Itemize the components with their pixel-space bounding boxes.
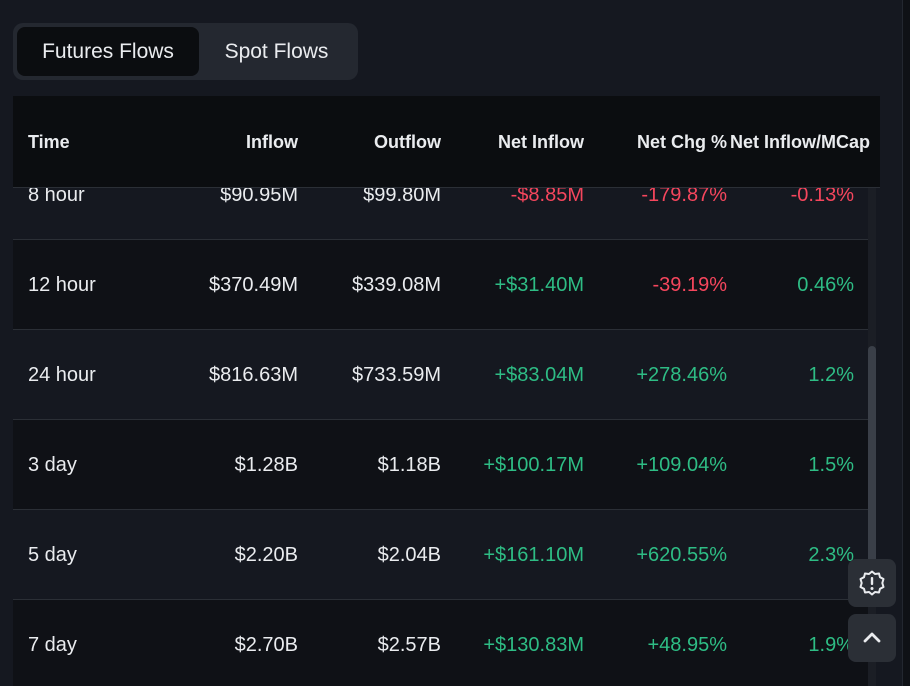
table-body: 8 hour $90.95M $99.80M -$8.85M -179.87% … [13,150,868,686]
cell-net-inflow: +$130.83M [483,634,584,656]
cell-inflow: $90.95M [220,184,298,206]
scrollbar-thumb[interactable] [868,346,876,576]
cell-time: 12 hour [28,274,96,296]
cell-net-inflow: -$8.85M [510,184,584,206]
table-row: 3 day $1.28B $1.18B +$100.17M +109.04% 1… [13,420,868,510]
cell-net-chg: +109.04% [636,454,727,476]
cell-net-inflow: +$161.10M [483,544,584,566]
alert-badge-icon [859,570,885,596]
cell-net-inflow: +$83.04M [494,364,584,386]
cell-net-inflow-mcap: 1.9% [808,634,854,656]
cell-time: 3 day [28,454,77,476]
cell-net-inflow-mcap: 1.5% [808,454,854,476]
cell-outflow: $99.80M [363,184,441,206]
header-net-inflow[interactable]: Net Inflow [498,132,584,152]
cell-net-chg: +278.46% [636,364,727,386]
cell-net-inflow-mcap: 0.46% [797,274,854,296]
cell-net-inflow: +$31.40M [494,274,584,296]
cell-net-inflow: +$100.17M [483,454,584,476]
feedback-button[interactable] [848,559,896,607]
header-inflow[interactable]: Inflow [246,132,298,152]
scroll-to-top-button[interactable] [848,614,896,662]
tab-spot-flows[interactable]: Spot Flows [224,39,329,63]
header-net-chg[interactable]: Net Chg % [637,132,727,152]
flow-type-tabs: Futures Flows Spot Flows [13,23,358,80]
table-row: 24 hour $816.63M $733.59M +$83.04M +278.… [13,330,868,420]
cell-time: 5 day [28,544,77,566]
table-row: 12 hour $370.49M $339.08M +$31.40M -39.1… [13,240,868,330]
cell-time: 8 hour [28,184,85,206]
chevron-up-icon [863,632,881,643]
cell-outflow: $2.57B [377,634,441,656]
cell-outflow: $2.04B [377,544,441,566]
cell-time: 7 day [28,634,77,656]
cell-inflow: $816.63M [209,364,298,386]
cell-inflow: $1.28B [234,454,298,476]
cell-outflow: $733.59M [352,364,441,386]
header-outflow[interactable]: Outflow [374,132,441,152]
cell-inflow: $2.20B [234,544,298,566]
cell-net-chg: -179.87% [641,184,727,206]
cell-net-inflow-mcap: 2.3% [808,544,854,566]
cell-outflow: $1.18B [377,454,441,476]
cell-time: 24 hour [28,364,96,386]
cell-net-chg: -39.19% [652,274,728,296]
header-time[interactable]: Time [28,132,70,152]
cell-net-inflow-mcap: -0.13% [790,184,854,206]
cell-net-chg: +48.95% [647,634,727,656]
table-row: 7 day $2.70B $2.57B +$130.83M +48.95% 1.… [13,600,868,686]
flows-table: 8 hour $90.95M $99.80M -$8.85M -179.87% … [13,96,880,686]
cell-outflow: $339.08M [352,274,441,296]
cell-inflow: $2.70B [234,634,298,656]
tab-futures-flows[interactable]: Futures Flows [17,27,199,76]
header-net-inflow-mcap[interactable]: Net Inflow/MCap [730,132,870,152]
cell-net-chg: +620.55% [636,544,727,566]
table-header: Time Inflow Outflow Net Inflow Net Chg %… [13,96,880,188]
cell-inflow: $370.49M [209,274,298,296]
cell-net-inflow-mcap: 1.2% [808,364,854,386]
page-scrollbar[interactable] [902,0,910,686]
table-row: 5 day $2.20B $2.04B +$161.10M +620.55% 2… [13,510,868,600]
